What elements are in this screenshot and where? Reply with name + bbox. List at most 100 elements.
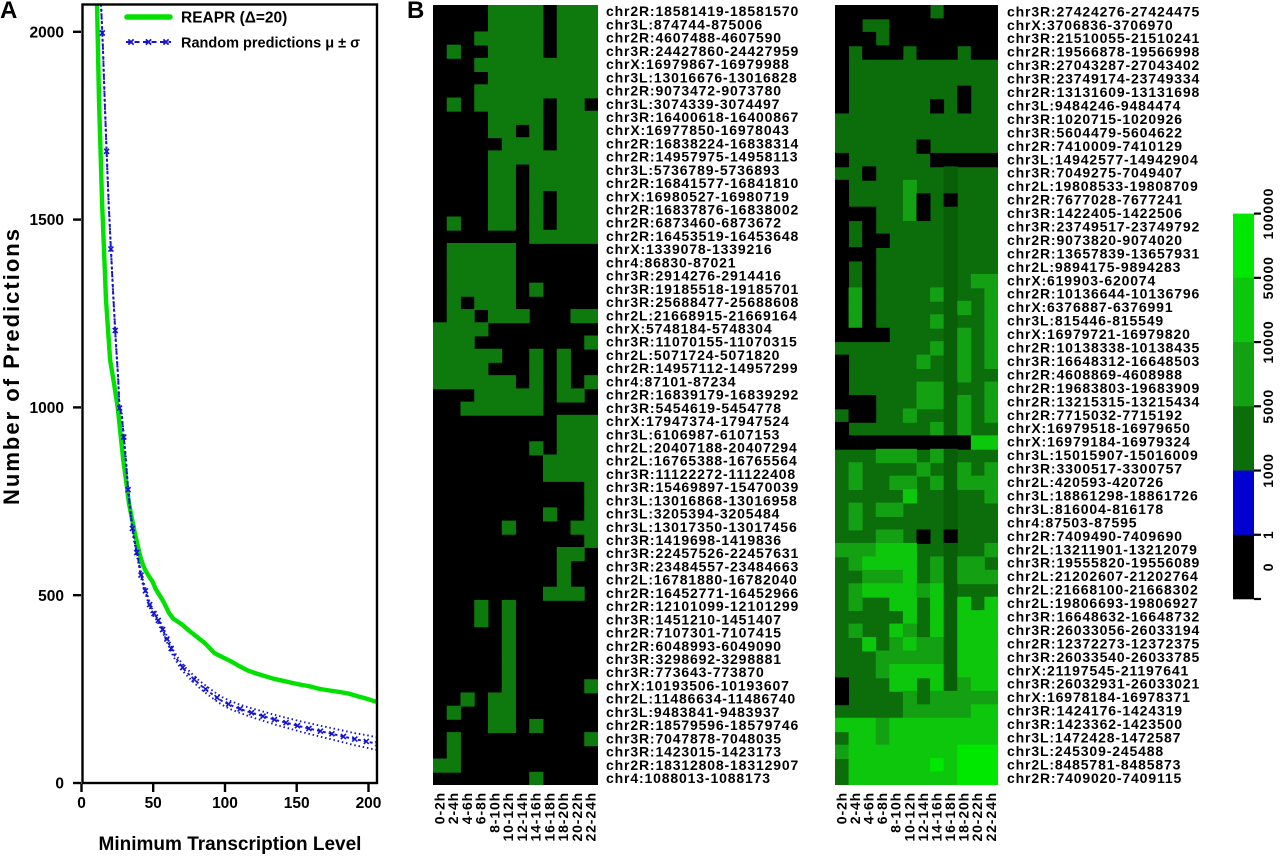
svg-text:18-20h: 18-20h bbox=[555, 792, 571, 841]
svg-text:chr2R:18581419-18581570: chr2R:18581419-18581570 bbox=[606, 3, 799, 19]
svg-text:chr2L:19806693-19806927: chr2L:19806693-19806927 bbox=[1007, 595, 1199, 611]
svg-text:chr3L:245309-245488: chr3L:245309-245488 bbox=[1007, 743, 1164, 759]
svg-text:chr3L:13016676-13016828: chr3L:13016676-13016828 bbox=[606, 69, 798, 85]
svg-text:6-8h: 6-8h bbox=[874, 792, 890, 824]
svg-text:chr3L:9484246-9484474: chr3L:9484246-9484474 bbox=[1007, 97, 1181, 113]
svg-text:chrX:17947374-17947524: chrX:17947374-17947524 bbox=[606, 413, 790, 429]
svg-text:chr3L:874744-875006: chr3L:874744-875006 bbox=[606, 16, 763, 32]
svg-text:chr3R:26033540-26033785: chr3R:26033540-26033785 bbox=[1007, 649, 1200, 665]
svg-text:chr3R:19185518-19185701: chr3R:19185518-19185701 bbox=[606, 281, 799, 297]
svg-text:chr2R:10138338-10138435: chr2R:10138338-10138435 bbox=[1007, 340, 1200, 356]
svg-text:chr3L:816004-816178: chr3L:816004-816178 bbox=[1007, 501, 1164, 517]
svg-text:5000: 5000 bbox=[1260, 389, 1276, 424]
svg-text:chr3L:15015907-15016009: chr3L:15015907-15016009 bbox=[1007, 447, 1199, 463]
svg-text:chr3R:1423015-1423173: chr3R:1423015-1423173 bbox=[606, 744, 782, 760]
svg-text:chr2L:9894175-9894283: chr2L:9894175-9894283 bbox=[1007, 259, 1181, 275]
svg-text:chr3R:5604479-5604622: chr3R:5604479-5604622 bbox=[1007, 124, 1183, 140]
svg-text:0: 0 bbox=[55, 776, 64, 793]
svg-text:100: 100 bbox=[212, 795, 238, 812]
svg-text:chr3L:3074339-3074497: chr3L:3074339-3074497 bbox=[606, 96, 780, 112]
svg-text:chr3R:3298692-3298881: chr3R:3298692-3298881 bbox=[606, 651, 782, 667]
svg-text:chr3R:2914276-2914416: chr3R:2914276-2914416 bbox=[606, 268, 782, 284]
svg-text:6-8h: 6-8h bbox=[473, 792, 489, 824]
svg-text:0-2h: 0-2h bbox=[833, 792, 849, 824]
svg-text:22-24h: 22-24h bbox=[583, 792, 599, 841]
svg-text:22-24h: 22-24h bbox=[983, 792, 999, 841]
svg-text:200: 200 bbox=[356, 795, 382, 812]
svg-text:chr2R:13657839-13657931: chr2R:13657839-13657931 bbox=[1007, 245, 1200, 261]
svg-text:chr4:87503-87595: chr4:87503-87595 bbox=[1007, 514, 1137, 530]
svg-text:2000: 2000 bbox=[30, 24, 64, 41]
svg-text:chr2R:12372273-12372375: chr2R:12372273-12372375 bbox=[1007, 635, 1200, 651]
svg-text:chr3R:23484557-23484663: chr3R:23484557-23484663 bbox=[606, 558, 799, 574]
svg-text:chr2R:7107301-7107415: chr2R:7107301-7107415 bbox=[606, 625, 782, 641]
svg-text:chr3R:27043287-27043402: chr3R:27043287-27043402 bbox=[1007, 57, 1200, 73]
svg-text:chr2R:16837876-16838002: chr2R:16837876-16838002 bbox=[606, 202, 799, 218]
svg-text:A: A bbox=[0, 0, 17, 24]
svg-text:chr2L:21668100-21668302: chr2L:21668100-21668302 bbox=[1007, 582, 1199, 598]
svg-text:chr3R:24427860-24427959: chr3R:24427860-24427959 bbox=[606, 43, 799, 59]
svg-text:chr2R:4607488-4607590: chr2R:4607488-4607590 bbox=[606, 30, 782, 46]
svg-text:chr3L:6106987-6107153: chr3L:6106987-6107153 bbox=[606, 426, 780, 442]
svg-text:chr2R:16452771-16452966: chr2R:16452771-16452966 bbox=[606, 585, 799, 601]
svg-text:1500: 1500 bbox=[30, 212, 64, 229]
svg-text:chr3R:23749517-23749792: chr3R:23749517-23749792 bbox=[1007, 219, 1200, 235]
svg-text:chr4:1088013-1088173: chr4:1088013-1088173 bbox=[606, 770, 771, 786]
svg-text:chr2L:13211901-13212079: chr2L:13211901-13212079 bbox=[1007, 541, 1198, 557]
svg-text:chr2L:21202607-21202764: chr2L:21202607-21202764 bbox=[1007, 568, 1199, 584]
svg-text:chr3R:27424276-27424475: chr3R:27424276-27424475 bbox=[1007, 3, 1200, 19]
svg-text:chr2L:19808533-19808709: chr2L:19808533-19808709 bbox=[1007, 178, 1199, 194]
svg-text:10000: 10000 bbox=[1260, 320, 1276, 363]
svg-text:chr4:87101-87234: chr4:87101-87234 bbox=[606, 373, 736, 389]
svg-text:12-14h: 12-14h bbox=[915, 792, 931, 841]
svg-text:chrX:619903-620074: chrX:619903-620074 bbox=[1007, 272, 1156, 288]
svg-text:chr2R:16453519-16453648: chr2R:16453519-16453648 bbox=[606, 228, 799, 244]
svg-text:chr2L:5071724-5071820: chr2L:5071724-5071820 bbox=[606, 347, 780, 363]
svg-text:50: 50 bbox=[145, 795, 162, 812]
svg-text:chr2R:13215315-13215434: chr2R:13215315-13215434 bbox=[1007, 393, 1200, 409]
svg-text:20-22h: 20-22h bbox=[569, 792, 585, 841]
svg-text:chrX:16979721-16979820: chrX:16979721-16979820 bbox=[1007, 326, 1191, 342]
svg-text:chrX:16977850-16978043: chrX:16977850-16978043 bbox=[606, 122, 790, 138]
svg-text:chr2L:420593-420726: chr2L:420593-420726 bbox=[1007, 474, 1164, 490]
svg-text:chrX:21197545-21197641: chrX:21197545-21197641 bbox=[1007, 662, 1189, 678]
svg-text:20-22h: 20-22h bbox=[969, 792, 985, 841]
svg-text:chr3R:22457526-22457631: chr3R:22457526-22457631 bbox=[606, 545, 799, 561]
svg-text:chr2R:18312808-18312907: chr2R:18312808-18312907 bbox=[606, 757, 799, 773]
svg-text:10-12h: 10-12h bbox=[500, 792, 516, 841]
svg-text:chr3R:1020715-1020926: chr3R:1020715-1020926 bbox=[1007, 111, 1183, 127]
svg-text:chr2L:8485781-8485873: chr2L:8485781-8485873 bbox=[1007, 756, 1181, 772]
svg-text:chr3L:5736789-5736893: chr3L:5736789-5736893 bbox=[606, 162, 780, 178]
svg-text:18-20h: 18-20h bbox=[956, 792, 972, 841]
svg-text:chr2R:6048993-6049090: chr2R:6048993-6049090 bbox=[606, 638, 782, 654]
svg-text:Number of Predictions: Number of Predictions bbox=[0, 227, 24, 505]
svg-text:chr3R:1422405-1422506: chr3R:1422405-1422506 bbox=[1007, 205, 1183, 221]
svg-text:0: 0 bbox=[1260, 563, 1276, 572]
svg-text:chr2R:19566878-19566998: chr2R:19566878-19566998 bbox=[1007, 44, 1200, 60]
svg-text:150: 150 bbox=[284, 795, 310, 812]
svg-text:chr3R:1451210-1451407: chr3R:1451210-1451407 bbox=[606, 611, 782, 627]
svg-text:chr3R:16648632-16648732: chr3R:16648632-16648732 bbox=[1007, 609, 1200, 625]
svg-text:chr2R:16838224-16838314: chr2R:16838224-16838314 bbox=[606, 135, 799, 151]
svg-text:chr3R:26033056-26033194: chr3R:26033056-26033194 bbox=[1007, 622, 1200, 638]
svg-text:chr3R:16400618-16400867: chr3R:16400618-16400867 bbox=[606, 109, 799, 125]
svg-text:chrX:16980527-16980719: chrX:16980527-16980719 bbox=[606, 188, 790, 204]
svg-text:chr2L:16765388-16765564: chr2L:16765388-16765564 bbox=[606, 453, 798, 469]
svg-text:chr3R:7049275-7049407: chr3R:7049275-7049407 bbox=[1007, 165, 1183, 181]
svg-text:chrX:5748184-5748304: chrX:5748184-5748304 bbox=[606, 321, 772, 337]
svg-text:chr2R:12101099-12101299: chr2R:12101099-12101299 bbox=[606, 598, 799, 614]
svg-text:16-18h: 16-18h bbox=[541, 792, 557, 841]
svg-text:chr3L:815446-815549: chr3L:815446-815549 bbox=[1007, 313, 1164, 329]
svg-text:chr2R:7677028-7677241: chr2R:7677028-7677241 bbox=[1007, 192, 1183, 208]
svg-text:4-6h: 4-6h bbox=[459, 792, 475, 824]
svg-text:16-18h: 16-18h bbox=[942, 792, 958, 841]
svg-text:B: B bbox=[407, 0, 424, 24]
svg-text:chr2R:18579596-18579746: chr2R:18579596-18579746 bbox=[606, 717, 799, 733]
svg-text:chr2R:14957975-14958113: chr2R:14957975-14958113 bbox=[606, 149, 798, 165]
svg-text:chr2L:11486634-11486740: chr2L:11486634-11486740 bbox=[606, 691, 796, 707]
svg-text:chr3L:13016868-13016958: chr3L:13016868-13016958 bbox=[606, 492, 798, 508]
svg-text:2-4h: 2-4h bbox=[445, 792, 461, 824]
svg-text:chr2R:7715032-7715192: chr2R:7715032-7715192 bbox=[1007, 407, 1183, 423]
svg-text:chr2L:20407188-20407294: chr2L:20407188-20407294 bbox=[606, 439, 798, 455]
svg-text:chr3R:26032931-26033021: chr3R:26032931-26033021 bbox=[1007, 676, 1200, 692]
